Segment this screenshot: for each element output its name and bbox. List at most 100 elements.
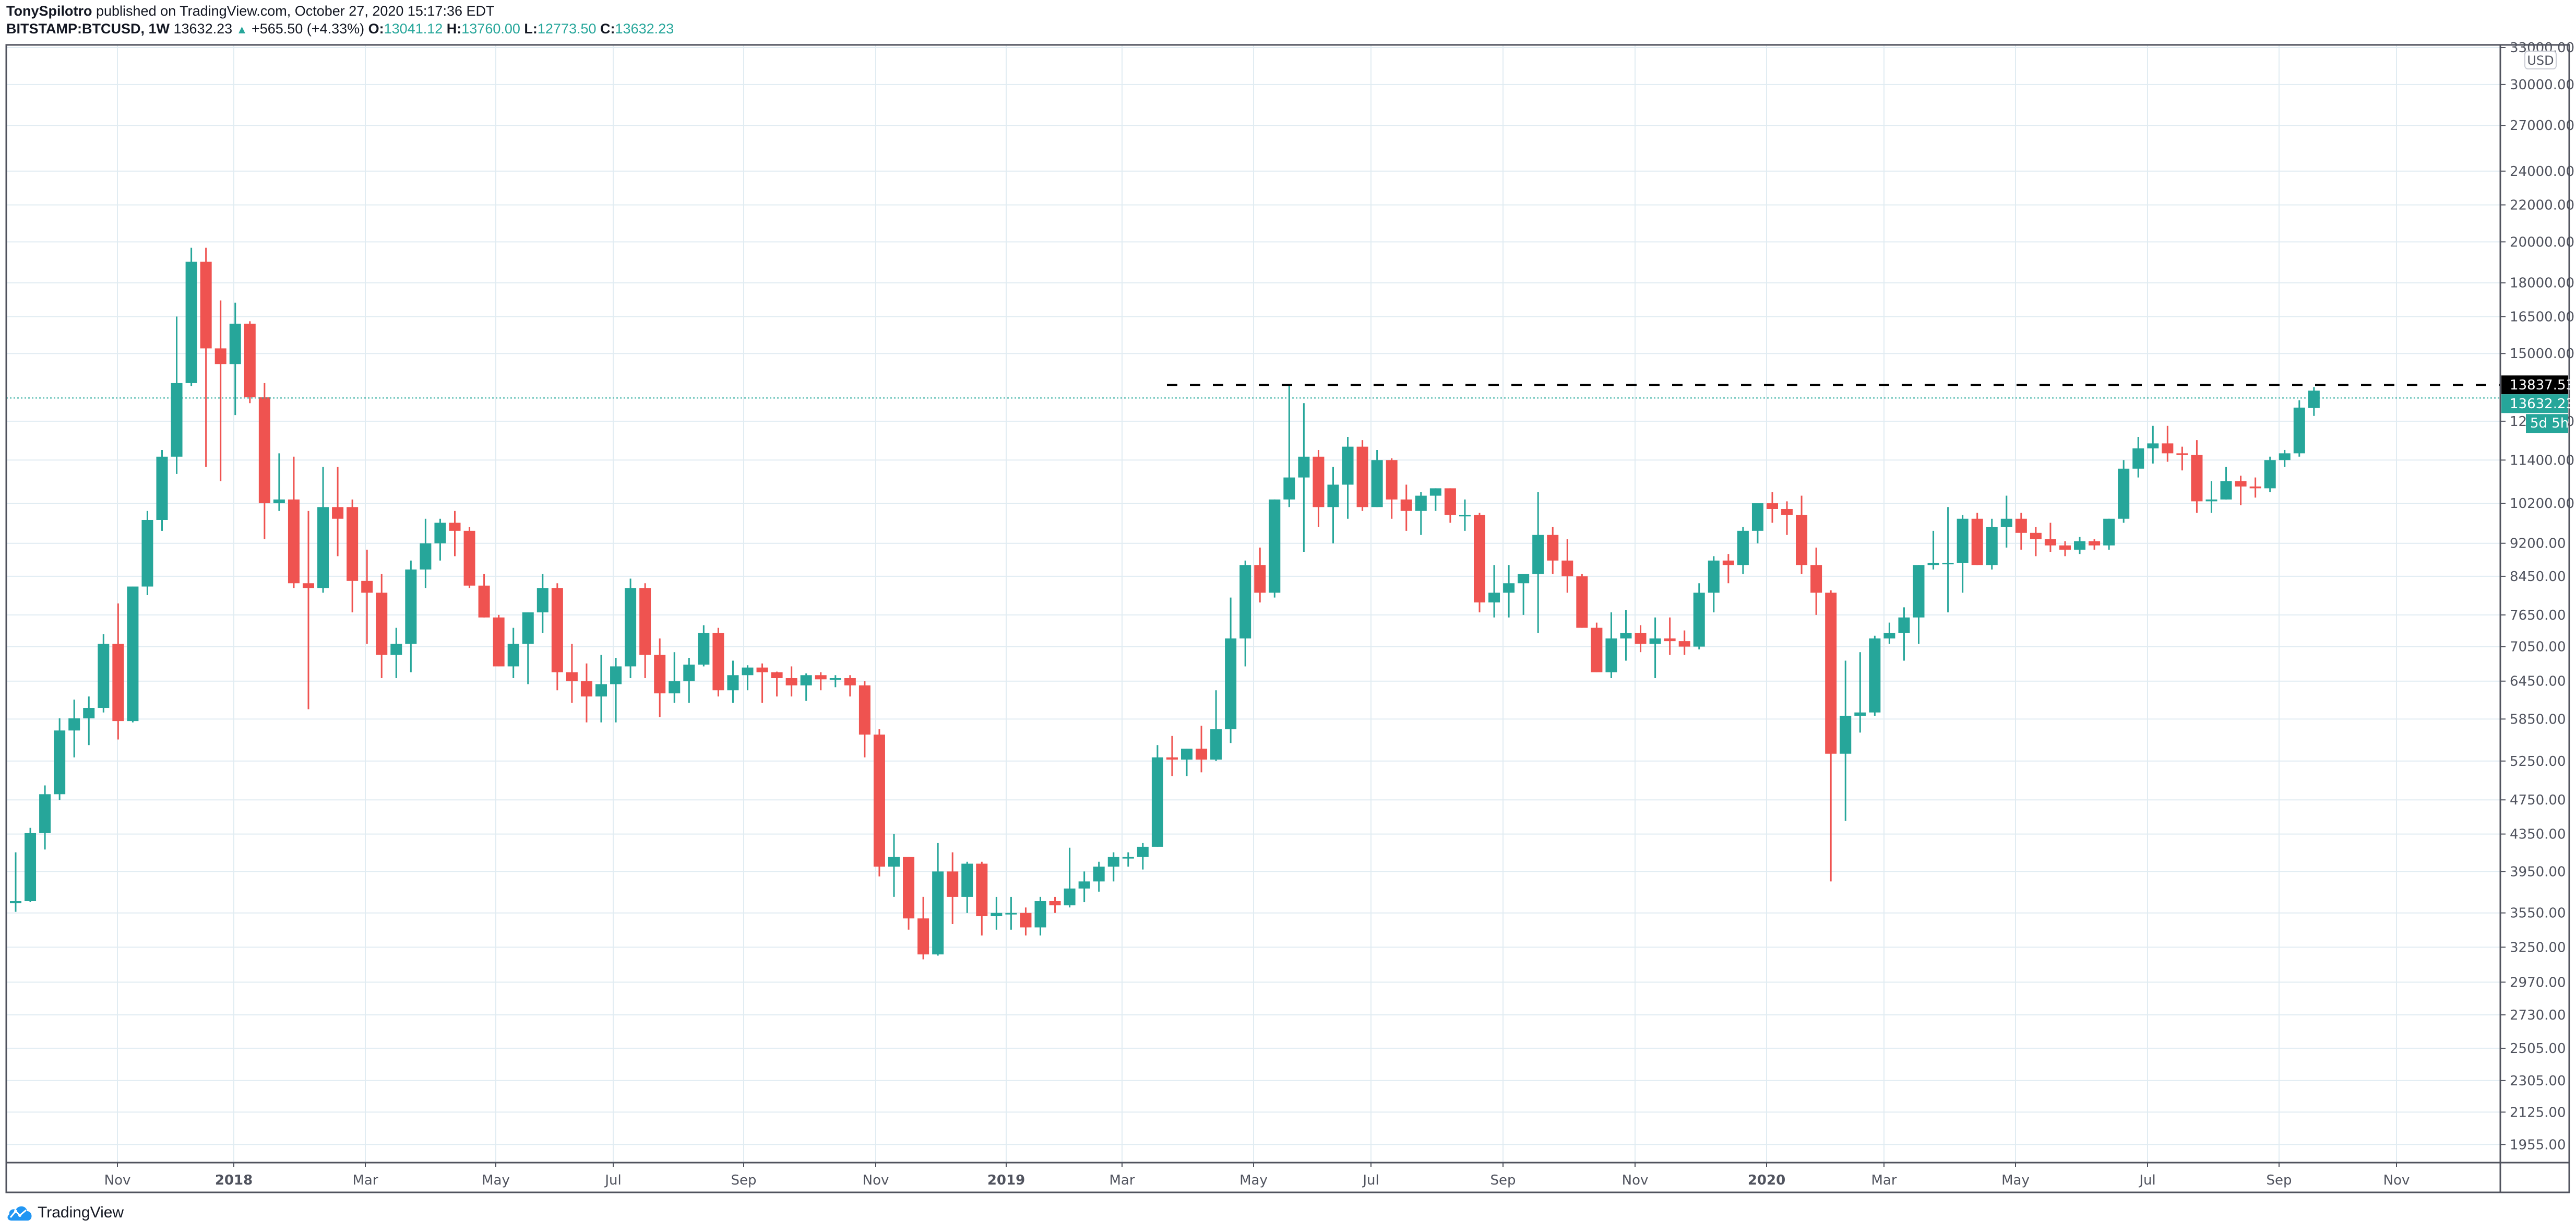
candle-body bbox=[888, 857, 900, 867]
candle-body bbox=[463, 530, 475, 586]
svg-text:5d 5h: 5d 5h bbox=[2530, 416, 2569, 431]
candle-body bbox=[2044, 539, 2056, 546]
candle-body bbox=[1005, 913, 1017, 915]
price-tick-label: 7650.00 bbox=[2510, 608, 2566, 623]
low-value: 12773.50 bbox=[537, 21, 597, 37]
candle-body bbox=[785, 678, 797, 685]
time-tick-label: 2019 bbox=[987, 1173, 1025, 1188]
candle-body bbox=[185, 262, 197, 383]
candle-body bbox=[873, 735, 885, 867]
candle-body bbox=[1049, 901, 1061, 906]
candle-body bbox=[2308, 390, 2320, 408]
time-tick-label: Nov bbox=[1622, 1173, 1649, 1188]
tradingview-brand: TradingView bbox=[38, 1204, 124, 1221]
price-axis[interactable]: 33000.0030000.0027000.0024000.0022000.00… bbox=[2500, 40, 2574, 1153]
price-tick-label: 15000.00 bbox=[2510, 346, 2574, 362]
candle-body bbox=[1913, 565, 1925, 618]
candle-body bbox=[1869, 638, 1881, 713]
candle-body bbox=[200, 262, 212, 349]
chart-frame bbox=[5, 44, 2570, 1193]
candle-body bbox=[595, 684, 607, 697]
candle-body bbox=[244, 324, 256, 398]
low-label: L: bbox=[524, 21, 538, 37]
candle-body bbox=[420, 543, 432, 570]
candle-body bbox=[947, 871, 959, 897]
candle-body bbox=[1664, 638, 1676, 642]
price-tick-label: 18000.00 bbox=[2510, 276, 2574, 291]
author-name[interactable]: TonySpilotro bbox=[6, 3, 92, 19]
close-value: 13632.23 bbox=[615, 21, 674, 37]
grid bbox=[6, 45, 2500, 1163]
candle-body bbox=[932, 871, 944, 955]
candle-body bbox=[2279, 453, 2291, 460]
candle-body bbox=[1283, 477, 1295, 500]
candle-body bbox=[1210, 729, 1222, 760]
time-tick-label: Sep bbox=[731, 1173, 756, 1188]
candle-body bbox=[1415, 495, 1427, 511]
price-tick-label: 5850.00 bbox=[2510, 712, 2566, 727]
candle-body bbox=[1386, 460, 1398, 500]
high-label: H: bbox=[446, 21, 462, 37]
candle-body bbox=[2293, 407, 2305, 454]
candle-body bbox=[2205, 499, 2217, 502]
high-value: 13760.00 bbox=[461, 21, 520, 37]
candle-body bbox=[1722, 560, 1734, 565]
candle-body bbox=[2235, 481, 2247, 487]
candle-body bbox=[1400, 499, 1412, 511]
candle-body bbox=[522, 612, 534, 644]
candle-body bbox=[303, 583, 314, 588]
candle-body bbox=[536, 588, 548, 613]
price-tick-label: 4350.00 bbox=[2510, 827, 2566, 843]
candle-body bbox=[551, 588, 563, 672]
candle-body bbox=[332, 507, 344, 519]
candle-body bbox=[683, 665, 695, 681]
candle-body bbox=[712, 633, 724, 691]
price-tick-label: 30000.00 bbox=[2510, 77, 2574, 93]
candle-body bbox=[449, 523, 461, 531]
candles bbox=[10, 247, 2320, 960]
candle-body bbox=[2220, 481, 2232, 500]
time-tick-label: May bbox=[482, 1173, 510, 1188]
candle-body bbox=[639, 588, 651, 655]
candle-body bbox=[1708, 560, 1720, 593]
currency-badge bbox=[2524, 51, 2557, 69]
price-tick-label: 9200.00 bbox=[2510, 536, 2566, 552]
candle-body bbox=[1825, 593, 1837, 754]
candle-body bbox=[698, 633, 710, 665]
last-price: 13632.23 bbox=[173, 21, 233, 37]
candlestick-chart[interactable]: 33000.0030000.0027000.0024000.0022000.00… bbox=[0, 0, 2576, 1201]
time-axis[interactable]: Nov 2018 Mar May Jul Sep Nov 2019 Mar May Jul Sep No… bbox=[104, 1163, 2410, 1188]
candle-body bbox=[1605, 638, 1617, 672]
candle-body bbox=[1166, 757, 1178, 760]
candle-body bbox=[961, 863, 973, 897]
candle-body bbox=[1971, 518, 1983, 565]
candle-body bbox=[2162, 443, 2174, 454]
price-tick-label: 20000.00 bbox=[2510, 234, 2574, 250]
candle-body bbox=[25, 833, 37, 902]
candle-body bbox=[1854, 712, 1866, 716]
symbol-title: BITSTAMP:BTCUSD, 1W bbox=[6, 21, 170, 37]
candle-body bbox=[1751, 503, 1763, 531]
publish-text: published on TradingView.com, October 27… bbox=[96, 3, 495, 19]
time-tick-label: Jul bbox=[1362, 1173, 1379, 1188]
candle-body bbox=[1020, 913, 1032, 928]
price-tick-label: 22000.00 bbox=[2510, 197, 2574, 213]
svg-text:USD: USD bbox=[2527, 53, 2554, 68]
time-tick-label: Nov bbox=[104, 1173, 131, 1188]
candle-body bbox=[2191, 455, 2203, 502]
candle-body bbox=[1181, 749, 1192, 760]
price-tick-label: 16500.00 bbox=[2510, 309, 2574, 325]
candle-body bbox=[273, 499, 285, 503]
price-tick-label: 4750.00 bbox=[2510, 792, 2566, 808]
time-tick-label: Jul bbox=[604, 1173, 621, 1188]
candle-body bbox=[1678, 641, 1690, 647]
candle-body bbox=[654, 655, 666, 694]
candle-body bbox=[376, 593, 388, 655]
tradingview-logo[interactable]: TradingView bbox=[6, 1204, 124, 1222]
candle-body bbox=[1957, 518, 1969, 563]
candle-body bbox=[127, 586, 139, 721]
candle-body bbox=[1986, 527, 1998, 565]
candle-body bbox=[2000, 518, 2012, 527]
candle-body bbox=[1313, 456, 1325, 507]
candle-body bbox=[1561, 560, 1573, 576]
